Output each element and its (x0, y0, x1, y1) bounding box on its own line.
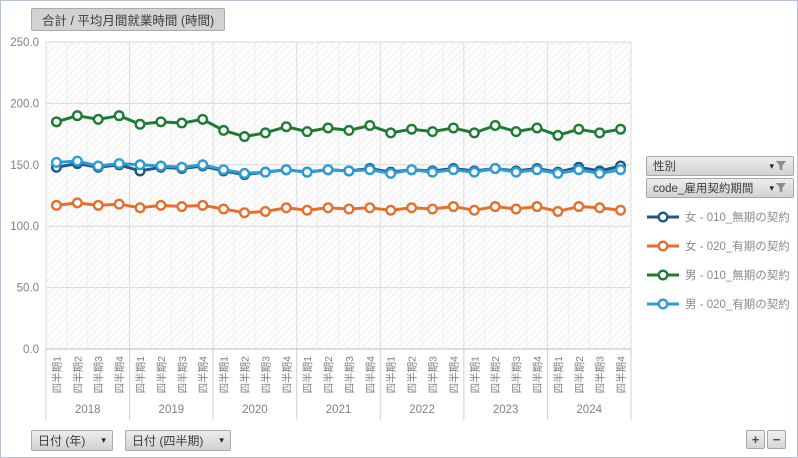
svg-text:四半期2: 四半期2 (238, 356, 251, 393)
svg-text:四半期3: 四半期3 (427, 356, 440, 393)
svg-text:四半期3: 四半期3 (259, 356, 272, 393)
svg-text:四半期3: 四半期3 (343, 356, 356, 393)
contract-filter-button[interactable]: code_雇用契約期間 ▾ (646, 178, 794, 198)
svg-text:四半期1: 四半期1 (218, 356, 231, 393)
filter-funnel-icon (776, 183, 786, 193)
legend-item-3: 男 - 020_有期の契約 (646, 289, 796, 318)
svg-text:2021: 2021 (326, 404, 352, 416)
svg-text:2018: 2018 (75, 404, 101, 416)
legend-marker-icon (647, 210, 679, 223)
svg-text:2020: 2020 (242, 404, 268, 416)
svg-text:四半期1: 四半期1 (301, 356, 314, 393)
svg-text:四半期2: 四半期2 (322, 356, 335, 393)
svg-text:四半期2: 四半期2 (155, 356, 168, 393)
svg-text:四半期1: 四半期1 (552, 356, 565, 393)
svg-text:四半期1: 四半期1 (134, 356, 147, 393)
svg-text:四半期3: 四半期3 (176, 356, 189, 393)
svg-text:150.0: 150.0 (10, 160, 39, 172)
svg-text:四半期4: 四半期4 (113, 356, 126, 393)
dropdown-arrow-icon: ▾ (101, 435, 106, 445)
legend-marker-icon (647, 297, 679, 310)
axis-field-label: 日付 (四半期) (132, 434, 204, 448)
svg-text:50.0: 50.0 (17, 283, 39, 295)
filter-label: 性別 (653, 161, 676, 173)
svg-text:0.0: 0.0 (23, 344, 39, 356)
legend-item-0: 女 - 010_無期の契約 (646, 202, 796, 231)
legend-marker-icon (647, 268, 679, 281)
svg-text:四半期1: 四半期1 (50, 356, 63, 393)
svg-text:四半期3: 四半期3 (594, 356, 607, 393)
legend-label: 男 - 020_有期の契約 (685, 298, 790, 311)
svg-text:四半期4: 四半期4 (280, 356, 293, 393)
value-field-button[interactable]: 合計 / 平均月間就業時間 (時間) (31, 8, 226, 31)
collapse-field-button[interactable]: − (767, 430, 786, 449)
svg-text:2019: 2019 (159, 404, 185, 416)
svg-text:四半期3: 四半期3 (510, 356, 523, 393)
dropdown-arrow-icon: ▾ (769, 160, 774, 171)
svg-text:四半期4: 四半期4 (197, 356, 210, 393)
expand-field-button[interactable]: + (746, 430, 765, 449)
legend-label: 男 - 010_無期の契約 (685, 269, 790, 282)
svg-text:2024: 2024 (576, 404, 602, 416)
svg-text:四半期1: 四半期1 (468, 356, 481, 393)
svg-text:四半期2: 四半期2 (406, 356, 419, 393)
legend-entries: 女 - 010_無期の契約女 - 020_有期の契約男 - 010_無期の契約男… (646, 202, 796, 318)
axis-field-label: 日付 (年) (38, 434, 86, 448)
dropdown-arrow-icon: ▾ (769, 182, 774, 193)
svg-text:四半期2: 四半期2 (71, 356, 84, 393)
svg-text:四半期2: 四半期2 (573, 356, 586, 393)
svg-text:四半期4: 四半期4 (447, 356, 460, 393)
gender-filter-button[interactable]: 性別 ▾ (646, 156, 794, 176)
svg-text:200.0: 200.0 (10, 98, 39, 110)
year-axis-field-button[interactable]: 日付 (年) ▾ (31, 430, 113, 451)
svg-text:2023: 2023 (493, 404, 519, 416)
svg-text:100.0: 100.0 (10, 221, 39, 233)
filter-label: code_雇用契約期間 (653, 183, 754, 195)
svg-text:四半期3: 四半期3 (92, 356, 105, 393)
legend-item-2: 男 - 010_無期の契約 (646, 260, 796, 289)
svg-text:250.0: 250.0 (10, 37, 39, 49)
legend-label: 女 - 020_有期の契約 (685, 240, 790, 253)
svg-text:四半期4: 四半期4 (364, 356, 377, 393)
dropdown-arrow-icon: ▾ (219, 435, 224, 445)
svg-text:四半期1: 四半期1 (385, 356, 398, 393)
svg-text:四半期4: 四半期4 (531, 356, 544, 393)
filter-funnel-icon (776, 161, 786, 171)
svg-text:2022: 2022 (409, 404, 435, 416)
svg-text:四半期2: 四半期2 (489, 356, 502, 393)
legend-item-1: 女 - 020_有期の契約 (646, 231, 796, 260)
quarter-axis-field-button[interactable]: 日付 (四半期) ▾ (125, 430, 231, 451)
legend-label: 女 - 010_無期の契約 (685, 211, 790, 224)
legend-marker-icon (647, 239, 679, 252)
svg-text:四半期4: 四半期4 (615, 356, 628, 393)
legend-panel: 性別 ▾ code_雇用契約期間 ▾ 女 - 010_無期の契約女 - 020_… (646, 156, 796, 318)
